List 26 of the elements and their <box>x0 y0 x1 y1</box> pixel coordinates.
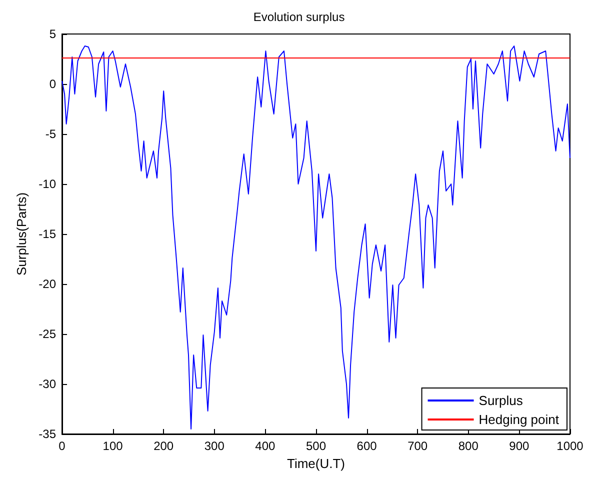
line-series <box>62 46 570 430</box>
x-tick-label: 500 <box>306 439 326 453</box>
x-tick-label: 1000 <box>556 439 584 453</box>
y-tick-label: -20 <box>38 277 56 291</box>
y-axis-title: Surplus(Parts) <box>14 192 29 276</box>
x-tick-label: 300 <box>204 439 225 453</box>
x-tick-label: 800 <box>458 439 479 453</box>
y-tick-label: -10 <box>38 177 56 191</box>
y-tick-label: -25 <box>38 327 56 341</box>
y-tick-label: -5 <box>45 127 56 141</box>
y-tick-label: 0 <box>49 77 56 91</box>
legend-label: Hedging point <box>478 412 560 427</box>
x-tick-label: 100 <box>102 439 124 453</box>
x-tick-label: 900 <box>509 439 530 453</box>
x-tick-label: 700 <box>408 439 428 453</box>
y-tick-label: -35 <box>38 427 56 441</box>
x-axis-title: Time(U.T) <box>286 456 346 471</box>
legend-label: Surplus <box>478 393 524 408</box>
chart-title: Evolution surplus <box>253 10 345 24</box>
x-tick-label: 200 <box>154 439 174 453</box>
x-tick-label: 600 <box>356 439 378 453</box>
x-tick-label: 400 <box>255 439 276 453</box>
y-tick-label: 5 <box>49 27 56 41</box>
y-tick-label: -30 <box>38 377 56 391</box>
x-tick-label: 0 <box>58 439 66 453</box>
y-tick-label: -15 <box>38 227 56 241</box>
